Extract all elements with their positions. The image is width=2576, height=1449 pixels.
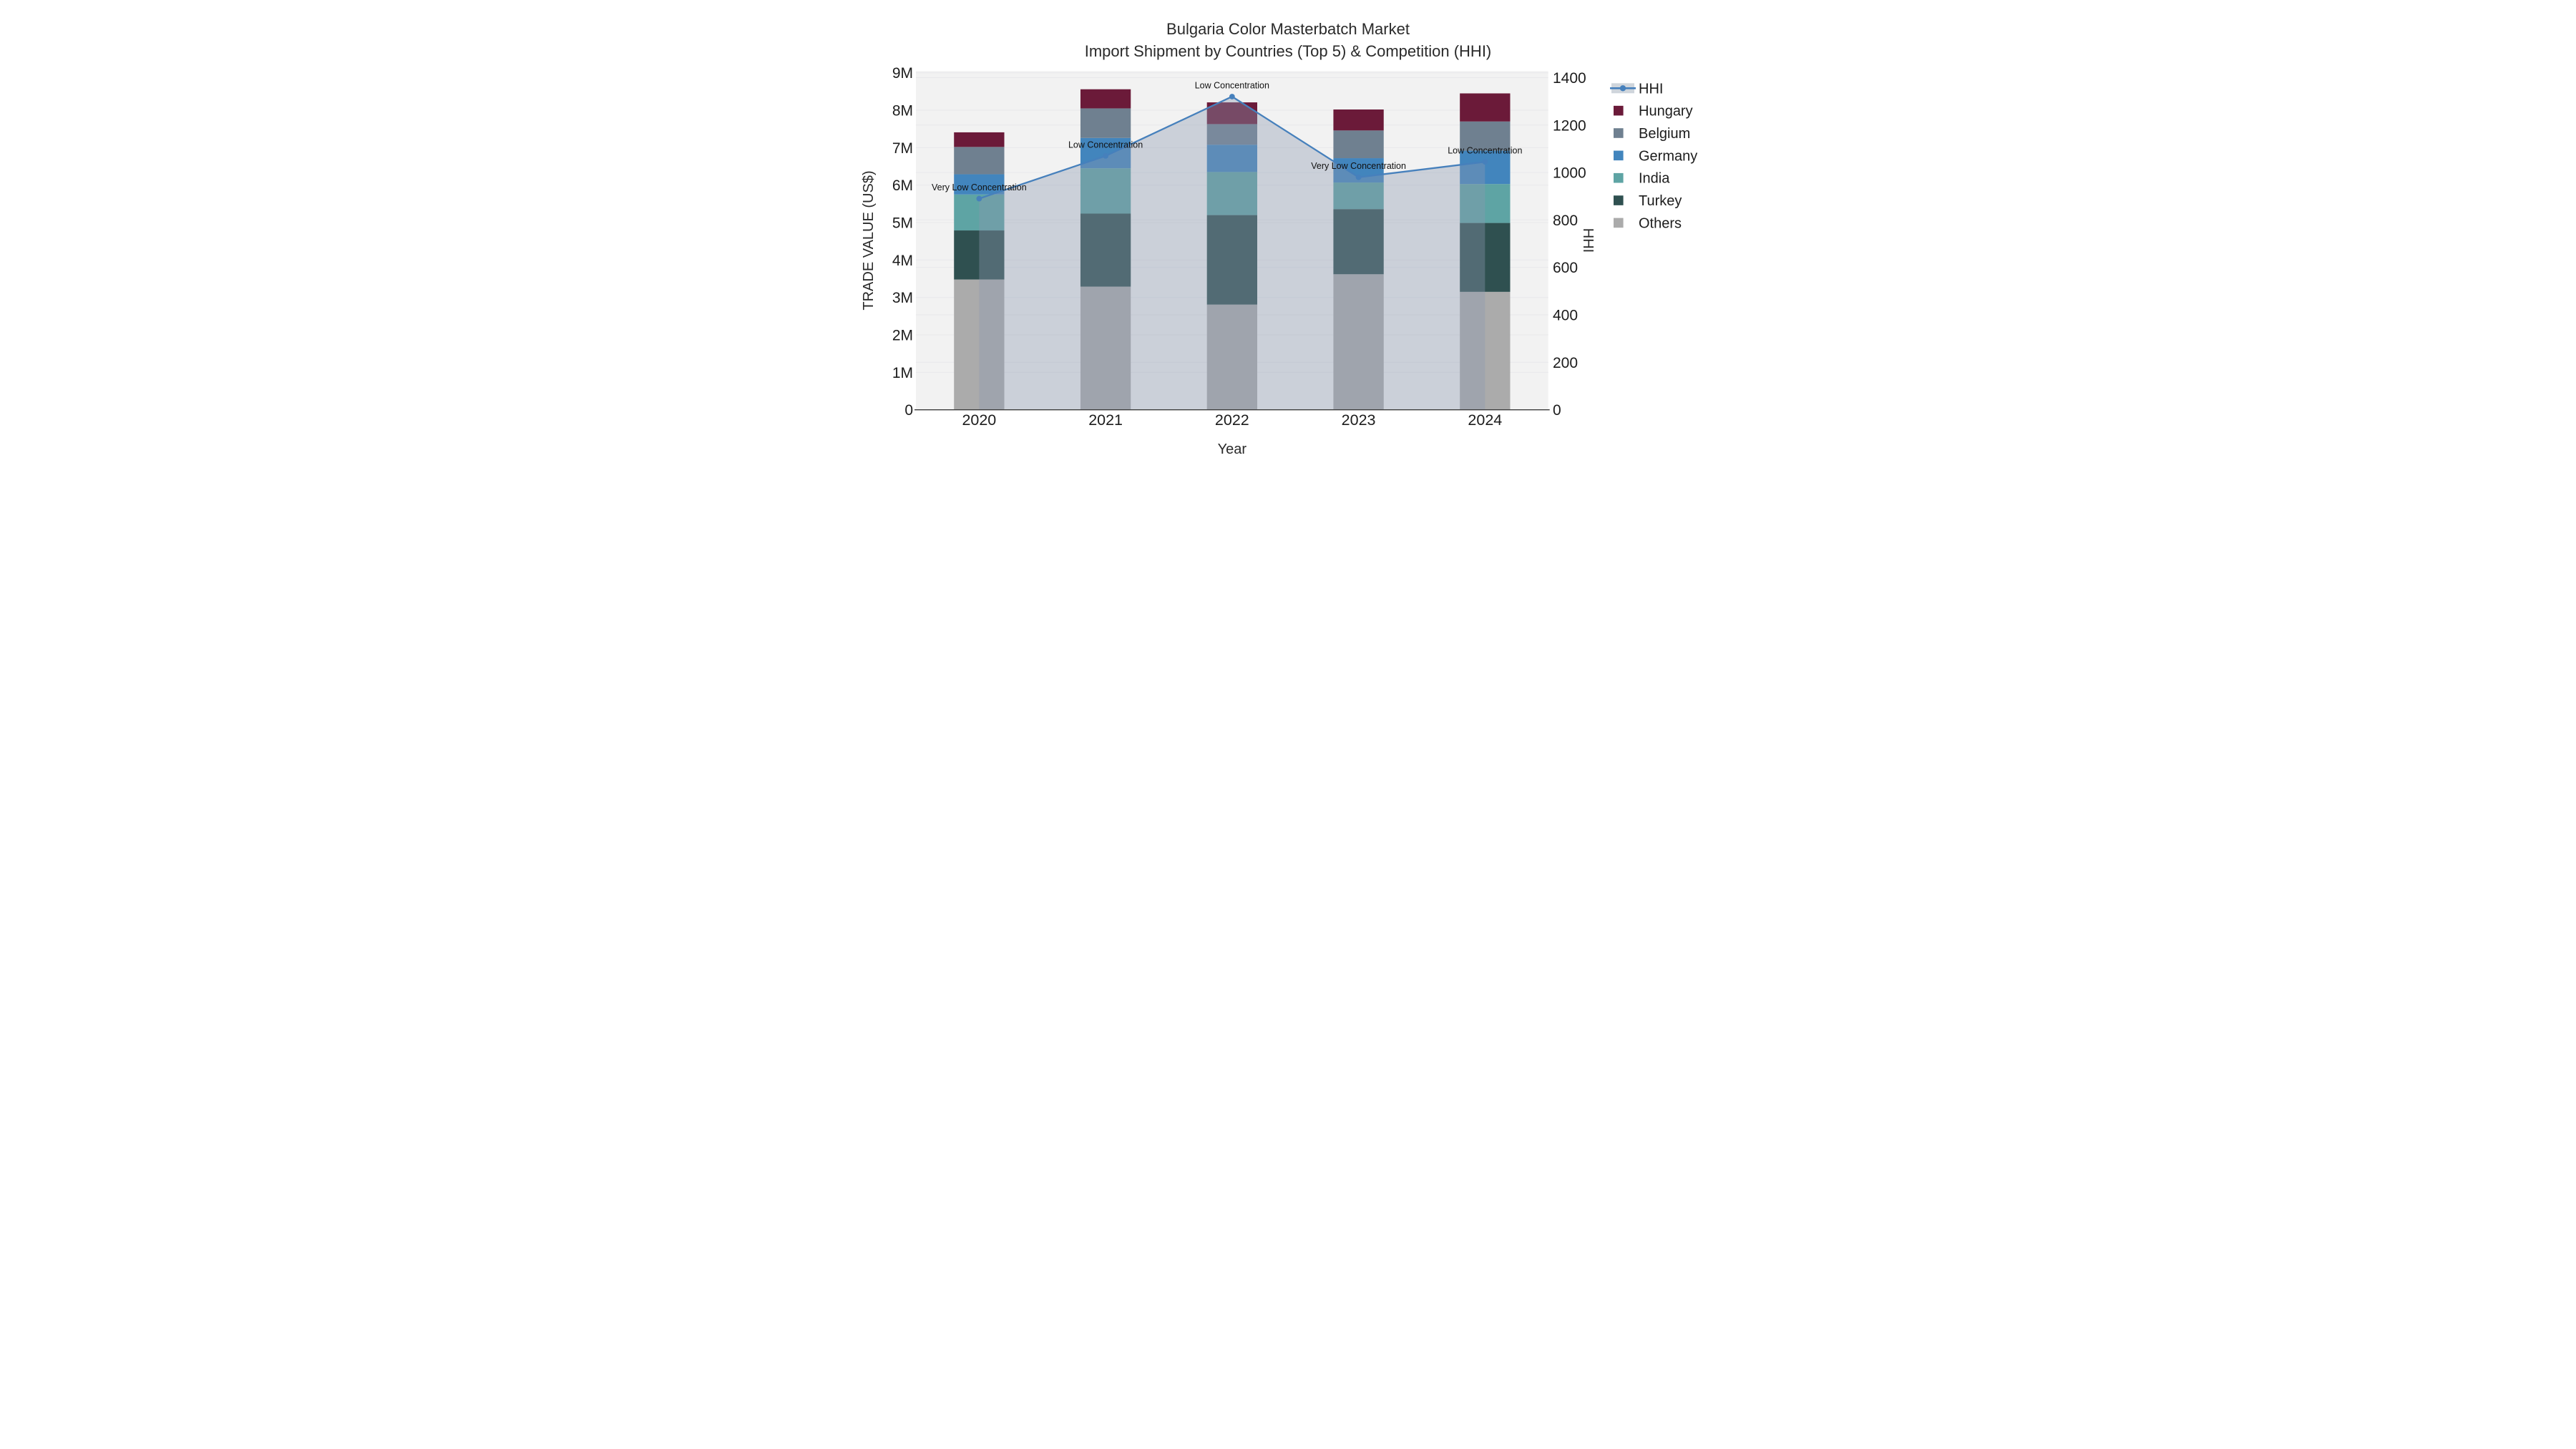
legend-swatch-others (1614, 218, 1624, 228)
legend-label-hhi[interactable]: HHI (1639, 81, 1663, 97)
x-axis-title: Year (1218, 441, 1247, 457)
bar-segment-turkey-2021 (1080, 213, 1131, 287)
annotation-2024: Low Concentration (1448, 146, 1522, 156)
y1-tick-label: 2M (892, 328, 913, 344)
legend-item-hungary[interactable]: Hungary (1614, 104, 1693, 119)
legend: HHI Hungary Belgium Germany India Turkey Other… (1610, 81, 1697, 231)
bar-segment-belgium-2021 (1080, 108, 1131, 138)
legend-swatch-turkey (1614, 195, 1624, 205)
annotation-2021: Low Concentration (1068, 140, 1143, 150)
bar-segment-hungary-2024 (1460, 93, 1511, 122)
annotation-2022: Low Concentration (1195, 80, 1269, 90)
axis-ticks: 0 1M 2M 3M 4M 5M 6M 7M 8M 9M 0 200 400 600 800 1000 1200… (892, 65, 1586, 429)
legend-item-belgium[interactable]: Belgium (1614, 126, 1690, 142)
bar-segment-germany-2020 (954, 174, 1005, 195)
chart-subtitle: Import Shipment by Countries (Top 5) & C… (1085, 42, 1492, 60)
bar-segment-hungary-2023 (1333, 109, 1384, 131)
annotation-2020: Very Low Concentration (932, 182, 1027, 192)
y2-tick-label: 400 (1553, 308, 1578, 324)
bar-segment-others-2024 (1460, 291, 1511, 410)
y1-tick-label: 6M (892, 177, 913, 194)
bar-segment-others-2021 (1080, 286, 1131, 410)
legend-swatch-germany (1614, 150, 1624, 161)
y2-tick-label: 200 (1553, 355, 1578, 371)
bar-segment-turkey-2022 (1206, 215, 1257, 305)
stacked-bar-hhi-chart: 0 1M 2M 3M 4M 5M 6M 7M 8M 9M 0 200 400 600 800 1000 1200… (861, 20, 1697, 457)
bar-segment-belgium-2022 (1206, 124, 1257, 145)
hhi-line (976, 94, 1488, 202)
y2-axis-title: HHI (1580, 228, 1596, 253)
x-tick-label-2021: 2021 (1088, 411, 1123, 429)
bar-segment-others-2022 (1206, 304, 1257, 410)
bar-segment-turkey-2023 (1333, 209, 1384, 275)
bar-segment-india-2024 (1460, 184, 1511, 223)
bar-segment-turkey-2024 (1460, 223, 1511, 292)
y1-tick-label: 7M (892, 140, 913, 157)
bar-segment-india-2023 (1333, 182, 1384, 210)
legend-swatch-belgium (1614, 128, 1624, 138)
bar-segment-germany-2022 (1206, 145, 1257, 172)
y1-tick-label: 0 (904, 402, 913, 419)
hhi-area-fill (979, 96, 1485, 410)
legend-item-germany[interactable]: Germany (1614, 148, 1697, 164)
legend-label-hungary[interactable]: Hungary (1639, 104, 1693, 119)
bar-segment-germany-2024 (1460, 150, 1511, 185)
y1-tick-label: 4M (892, 253, 913, 269)
y2-tick-label: 0 (1553, 402, 1561, 419)
hhi-legend-marker-icon (1619, 85, 1626, 92)
legend-item-turkey[interactable]: Turkey (1614, 193, 1682, 209)
chart-title: Bulgaria Color Masterbatch Market (1166, 20, 1410, 38)
legend-item-hhi[interactable]: HHI (1610, 81, 1663, 97)
bar-segment-belgium-2024 (1460, 121, 1511, 151)
x-tick-label-2020: 2020 (962, 411, 996, 429)
annotation-2023: Very Low Concentration (1311, 161, 1406, 171)
bar-segment-others-2023 (1333, 274, 1384, 410)
y2-tick-label: 1200 (1553, 117, 1586, 134)
x-tick-label-2024: 2024 (1468, 411, 1502, 429)
bar-segment-india-2021 (1080, 168, 1131, 214)
y2-tick-label: 800 (1553, 213, 1578, 229)
legend-item-india[interactable]: India (1614, 171, 1670, 187)
y2-tick-label: 1400 (1553, 70, 1586, 87)
hhi-marker-2020 (976, 195, 982, 202)
y1-tick-label: 9M (892, 65, 913, 82)
bar-segment-india-2022 (1206, 172, 1257, 215)
bar-segment-hungary-2020 (954, 132, 1005, 147)
annotations: Very Low Concentration Low Concentration L… (932, 80, 1522, 192)
legend-label-germany[interactable]: Germany (1639, 148, 1697, 164)
hhi-marker-2022 (1229, 94, 1235, 99)
hhi-marker-2024 (1482, 159, 1488, 165)
stacked-bars (954, 89, 1511, 410)
hhi-marker-2021 (1103, 152, 1109, 159)
bar-segment-others-2020 (954, 279, 1005, 410)
y1-tick-label: 5M (892, 215, 913, 232)
bar-segment-germany-2021 (1080, 137, 1131, 169)
y2-tick-label: 1000 (1553, 165, 1586, 182)
x-tick-label-2022: 2022 (1215, 411, 1249, 429)
legend-item-others[interactable]: Others (1614, 215, 1682, 231)
legend-label-belgium[interactable]: Belgium (1639, 126, 1690, 142)
legend-label-turkey[interactable]: Turkey (1639, 193, 1682, 209)
legend-label-india[interactable]: India (1639, 171, 1670, 187)
bar-segment-hungary-2022 (1206, 102, 1257, 125)
hhi-marker-2023 (1355, 174, 1362, 180)
bar-segment-belgium-2023 (1333, 130, 1384, 159)
chart-figure: 0 1M 2M 3M 4M 5M 6M 7M 8M 9M 0 200 400 600 800 1000 1200… (859, 0, 1717, 483)
bar-segment-turkey-2020 (954, 230, 1005, 280)
hhi-fill-region (979, 96, 1485, 410)
bar-segment-belgium-2020 (954, 147, 1005, 175)
y2-tick-label: 600 (1553, 260, 1578, 276)
legend-label-others[interactable]: Others (1639, 215, 1682, 231)
bar-segment-hungary-2021 (1080, 89, 1131, 109)
y1-tick-label: 1M (892, 365, 913, 381)
legend-swatch-hungary (1614, 105, 1624, 116)
legend-swatch-india (1614, 172, 1624, 183)
y-axis-title: TRADE VALUE (US$) (861, 170, 877, 310)
x-tick-label-2023: 2023 (1342, 411, 1376, 429)
y1-tick-label: 8M (892, 103, 913, 119)
y1-tick-label: 3M (892, 290, 913, 306)
